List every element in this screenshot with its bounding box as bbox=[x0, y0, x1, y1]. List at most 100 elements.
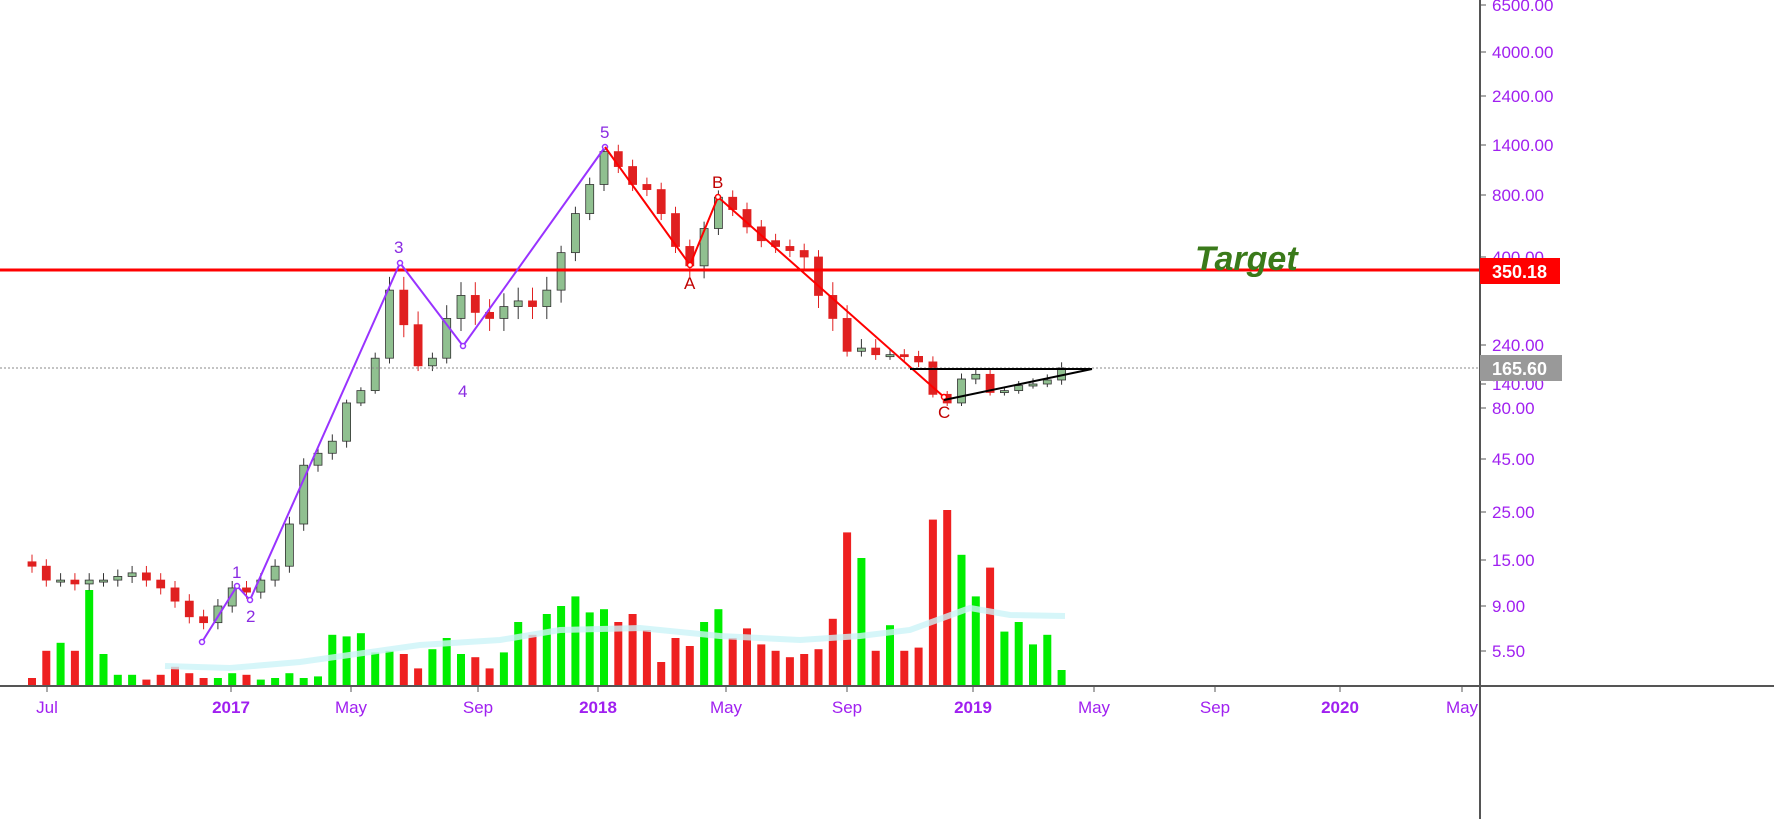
volume-bar bbox=[928, 519, 937, 686]
candle[interactable] bbox=[227, 587, 237, 607]
candle[interactable] bbox=[27, 561, 37, 567]
wave-label-5: 5 bbox=[600, 123, 609, 142]
candle[interactable] bbox=[914, 356, 923, 363]
candle[interactable] bbox=[299, 464, 309, 525]
volume-bar bbox=[600, 609, 608, 686]
candle[interactable] bbox=[885, 354, 895, 358]
candle[interactable] bbox=[327, 440, 337, 454]
wave-point[interactable] bbox=[198, 638, 206, 646]
candle[interactable] bbox=[899, 354, 909, 358]
volume-bar bbox=[1000, 631, 1009, 686]
volume-bar bbox=[371, 652, 380, 686]
x-tick-label: 2017 bbox=[212, 698, 250, 717]
wave-point[interactable] bbox=[246, 596, 254, 604]
candle[interactable] bbox=[199, 616, 209, 624]
volume-bar bbox=[685, 646, 694, 686]
volume-bar bbox=[156, 674, 165, 686]
wave-point[interactable] bbox=[459, 342, 467, 350]
candle[interactable] bbox=[656, 189, 666, 214]
correction-point[interactable] bbox=[714, 193, 722, 201]
candle[interactable] bbox=[413, 324, 423, 367]
candle[interactable] bbox=[270, 565, 280, 581]
correction-wave-path[interactable] bbox=[604, 146, 945, 398]
candle[interactable] bbox=[871, 347, 881, 356]
candle[interactable] bbox=[370, 357, 380, 392]
y-axis[interactable]: 6500.004000.002400.001400.00800.00400.00… bbox=[1480, 0, 1553, 661]
volume-bar bbox=[986, 567, 995, 686]
candle[interactable] bbox=[313, 452, 323, 466]
candle[interactable] bbox=[799, 250, 809, 258]
candle[interactable] bbox=[542, 289, 552, 307]
volume-bar bbox=[85, 590, 94, 686]
y-tick-label: 15.00 bbox=[1492, 551, 1535, 570]
candle[interactable] bbox=[513, 300, 523, 307]
volume-average-band bbox=[164, 604, 1066, 672]
candle[interactable] bbox=[70, 579, 80, 585]
candle[interactable] bbox=[785, 246, 795, 251]
candle[interactable] bbox=[828, 295, 838, 319]
candle[interactable] bbox=[141, 572, 151, 581]
volume-bar bbox=[142, 679, 151, 686]
candle[interactable] bbox=[184, 600, 194, 618]
candle[interactable] bbox=[756, 226, 766, 242]
candle[interactable] bbox=[971, 373, 981, 380]
volume-bar bbox=[642, 630, 651, 686]
candle[interactable] bbox=[571, 213, 580, 254]
candle[interactable] bbox=[170, 587, 180, 602]
candle[interactable] bbox=[1028, 383, 1038, 387]
candle[interactable] bbox=[41, 565, 51, 581]
candle[interactable] bbox=[499, 306, 509, 319]
volume-bar bbox=[342, 636, 351, 686]
candle[interactable] bbox=[585, 184, 595, 214]
volume-bar bbox=[1043, 634, 1052, 686]
candle[interactable] bbox=[156, 579, 166, 589]
candle[interactable] bbox=[213, 605, 223, 624]
wave-point[interactable] bbox=[233, 582, 241, 590]
candle[interactable] bbox=[242, 587, 251, 593]
candle[interactable] bbox=[985, 373, 995, 393]
volume-bar bbox=[485, 668, 494, 686]
candle[interactable] bbox=[99, 579, 108, 583]
volume-bar bbox=[914, 647, 923, 686]
candle[interactable] bbox=[113, 576, 123, 581]
triangle-support-line[interactable] bbox=[943, 368, 1093, 401]
candle[interactable] bbox=[356, 390, 366, 404]
candle[interactable] bbox=[284, 523, 294, 567]
candle[interactable] bbox=[56, 579, 65, 583]
candle[interactable] bbox=[399, 289, 409, 326]
candle[interactable] bbox=[957, 378, 966, 404]
candle[interactable] bbox=[385, 289, 394, 359]
candle[interactable] bbox=[699, 228, 709, 267]
candle[interactable] bbox=[842, 318, 852, 352]
candle[interactable] bbox=[599, 151, 609, 185]
volume-bar bbox=[428, 649, 437, 686]
correction-label-a: A bbox=[684, 274, 696, 293]
candle[interactable] bbox=[814, 256, 823, 296]
candle[interactable] bbox=[928, 361, 938, 395]
candle[interactable] bbox=[642, 184, 652, 190]
candle[interactable] bbox=[84, 579, 94, 585]
candle[interactable] bbox=[427, 357, 437, 367]
correction-point[interactable] bbox=[686, 261, 694, 269]
impulse-wave-path[interactable] bbox=[201, 146, 606, 643]
candle[interactable] bbox=[470, 295, 480, 313]
volume-bar bbox=[571, 596, 580, 686]
wave-point[interactable] bbox=[396, 259, 404, 267]
volume-bar bbox=[528, 634, 537, 686]
x-tick-label: Jul bbox=[36, 698, 58, 717]
wave-label-4: 4 bbox=[458, 382, 467, 401]
volume-bar bbox=[113, 674, 122, 686]
candle[interactable] bbox=[342, 402, 352, 442]
candle[interactable] bbox=[1042, 379, 1052, 385]
volume-bar bbox=[1014, 622, 1023, 686]
candle[interactable] bbox=[1000, 390, 1009, 394]
candle[interactable] bbox=[456, 295, 466, 319]
candle[interactable] bbox=[442, 318, 452, 359]
candle[interactable] bbox=[528, 300, 537, 307]
candle[interactable] bbox=[857, 347, 866, 352]
candle[interactable] bbox=[127, 572, 137, 577]
x-axis[interactable]: Jul 2017 May Sep 2018 May Sep 2019 May Sep 2020 May bbox=[36, 686, 1479, 717]
volume-bars bbox=[28, 510, 1066, 686]
candle[interactable] bbox=[1014, 385, 1024, 392]
